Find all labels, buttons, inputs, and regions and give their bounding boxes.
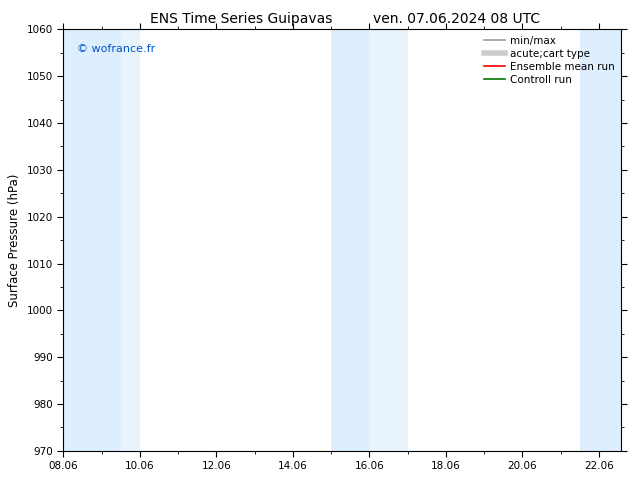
Bar: [92, 29, 121, 451]
Bar: [331, 29, 370, 451]
Bar: [63, 29, 92, 451]
Text: © wofrance.fr: © wofrance.fr: [77, 44, 155, 54]
Y-axis label: Surface Pressure (hPa): Surface Pressure (hPa): [8, 173, 21, 307]
Text: ENS Time Series Guipavas: ENS Time Series Guipavas: [150, 12, 332, 26]
Bar: [370, 29, 408, 451]
Bar: [121, 29, 140, 451]
Text: ven. 07.06.2024 08 UTC: ven. 07.06.2024 08 UTC: [373, 12, 540, 26]
Legend: min/max, acute;cart type, Ensemble mean run, Controll run: min/max, acute;cart type, Ensemble mean …: [480, 31, 619, 89]
Bar: [580, 29, 621, 451]
